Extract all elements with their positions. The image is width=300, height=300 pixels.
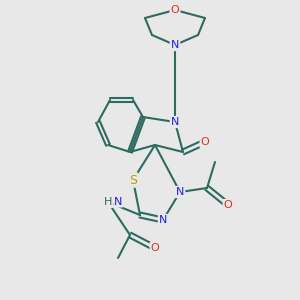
- Text: N: N: [171, 117, 179, 127]
- Text: S: S: [129, 173, 137, 187]
- Text: O: O: [171, 5, 179, 15]
- Text: H: H: [104, 197, 112, 207]
- Text: N: N: [114, 197, 122, 207]
- Text: N: N: [159, 215, 167, 225]
- Text: O: O: [224, 200, 232, 210]
- Text: O: O: [201, 137, 209, 147]
- Text: O: O: [151, 243, 159, 253]
- Text: N: N: [176, 187, 184, 197]
- Text: N: N: [171, 40, 179, 50]
